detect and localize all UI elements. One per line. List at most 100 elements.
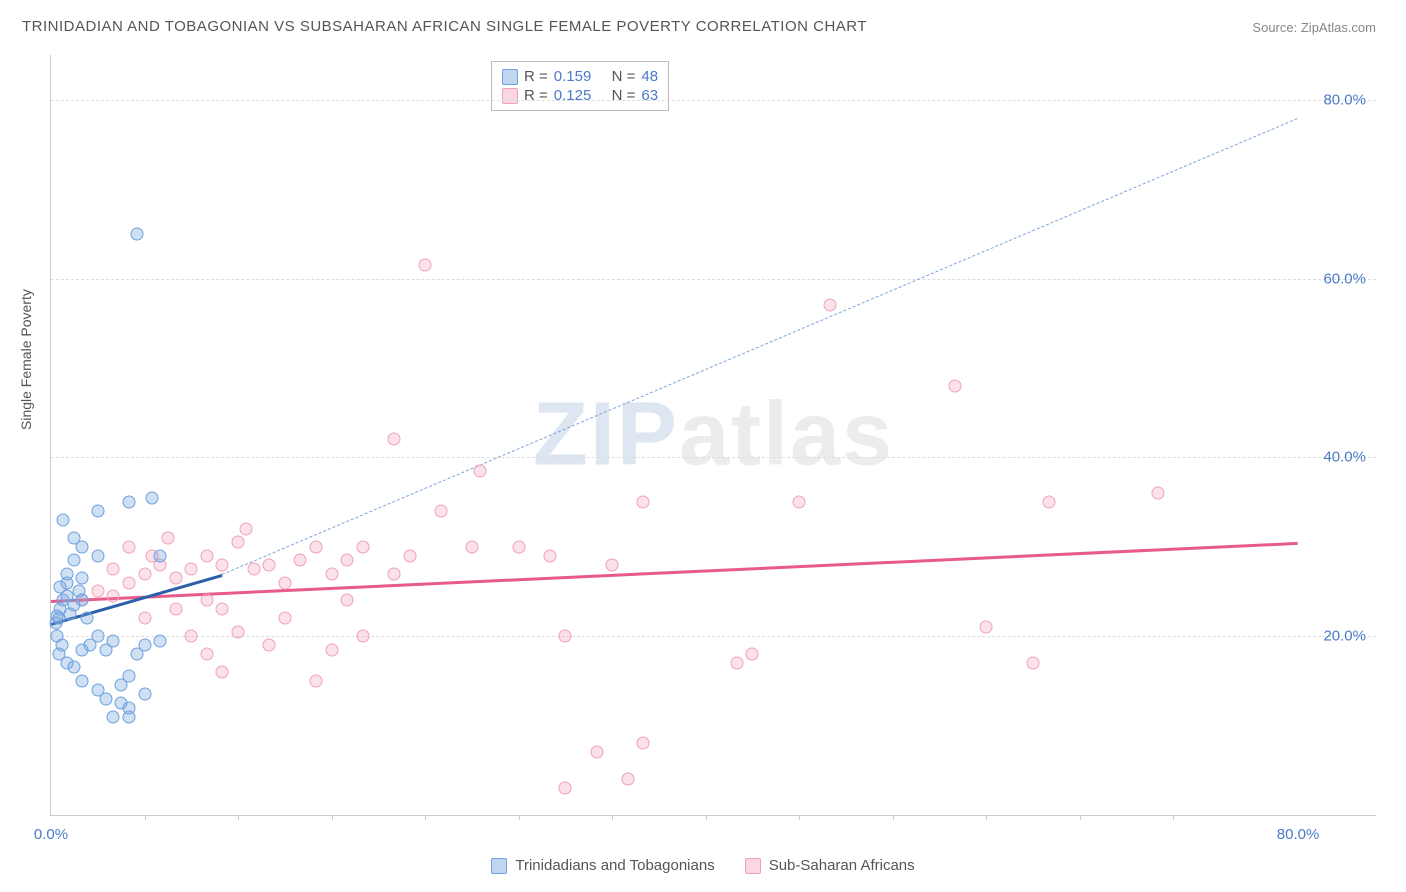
source-name: ZipAtlas.com	[1301, 20, 1376, 35]
data-point-blue	[115, 697, 128, 710]
data-point-pink	[621, 773, 634, 786]
n-value-2: 63	[641, 87, 658, 104]
data-point-pink	[590, 746, 603, 759]
data-point-pink	[263, 558, 276, 571]
data-point-pink	[473, 464, 486, 477]
data-point-pink	[200, 549, 213, 562]
legend-label-1: Trinidadians and Tobagonians	[515, 857, 714, 874]
data-point-pink	[793, 496, 806, 509]
data-point-pink	[169, 572, 182, 585]
data-point-blue	[146, 491, 159, 504]
data-point-pink	[980, 621, 993, 634]
data-point-blue	[54, 581, 67, 594]
x-tick	[425, 815, 426, 820]
data-point-pink	[356, 540, 369, 553]
data-point-pink	[107, 563, 120, 576]
data-point-blue	[76, 674, 89, 687]
data-point-pink	[185, 630, 198, 643]
data-point-pink	[239, 522, 252, 535]
data-point-blue	[91, 630, 104, 643]
data-point-blue	[122, 670, 135, 683]
gridline	[51, 279, 1376, 280]
data-point-blue	[138, 639, 151, 652]
gridline	[51, 457, 1376, 458]
x-tick	[706, 815, 707, 820]
n-label-2: N =	[612, 87, 636, 104]
x-tick	[1080, 815, 1081, 820]
n-value-1: 48	[641, 68, 658, 85]
data-point-pink	[1042, 496, 1055, 509]
r-value-1: 0.159	[554, 68, 592, 85]
data-point-pink	[730, 657, 743, 670]
data-point-blue	[122, 710, 135, 723]
data-point-blue	[51, 609, 64, 622]
data-point-blue	[99, 692, 112, 705]
stats-row-2: R = 0.125 N = 63	[502, 87, 658, 104]
data-point-blue	[130, 227, 143, 240]
data-point-pink	[216, 665, 229, 678]
data-point-blue	[57, 513, 70, 526]
data-point-pink	[263, 639, 276, 652]
data-point-pink	[122, 540, 135, 553]
data-point-pink	[325, 567, 338, 580]
data-point-pink	[310, 674, 323, 687]
plot-area: ZIPatlas R = 0.159 N = 48 R = 0.125 N = …	[50, 55, 1376, 816]
data-point-pink	[637, 496, 650, 509]
data-point-blue	[91, 549, 104, 562]
legend-item-2: Sub-Saharan Africans	[745, 857, 915, 874]
data-point-pink	[637, 737, 650, 750]
data-point-pink	[465, 540, 478, 553]
y-tick-label: 40.0%	[1323, 449, 1366, 466]
data-point-pink	[387, 433, 400, 446]
data-point-pink	[341, 554, 354, 567]
data-point-pink	[419, 259, 432, 272]
data-point-pink	[294, 554, 307, 567]
data-point-blue	[138, 688, 151, 701]
data-point-pink	[310, 540, 323, 553]
data-point-pink	[746, 648, 759, 661]
data-point-blue	[91, 505, 104, 518]
data-point-pink	[232, 536, 245, 549]
data-point-pink	[606, 558, 619, 571]
data-point-pink	[434, 505, 447, 518]
legend-swatch-blue-icon	[491, 858, 507, 874]
x-tick	[332, 815, 333, 820]
data-point-blue	[68, 661, 81, 674]
trend-line	[222, 118, 1298, 575]
source-label: Source: ZipAtlas.com	[1252, 20, 1376, 35]
data-point-pink	[107, 589, 120, 602]
data-point-pink	[543, 549, 556, 562]
x-tick	[145, 815, 146, 820]
data-point-blue	[68, 554, 81, 567]
x-tick	[1173, 815, 1174, 820]
bottom-legend: Trinidadians and Tobagonians Sub-Saharan…	[0, 857, 1406, 874]
data-point-pink	[200, 594, 213, 607]
x-tick	[519, 815, 520, 820]
data-point-pink	[185, 563, 198, 576]
legend-label-2: Sub-Saharan Africans	[769, 857, 915, 874]
data-point-pink	[247, 563, 260, 576]
r-label-1: R =	[524, 68, 548, 85]
data-point-pink	[278, 612, 291, 625]
data-point-pink	[91, 585, 104, 598]
x-tick	[893, 815, 894, 820]
swatch-pink-icon	[502, 88, 518, 104]
data-point-blue	[68, 531, 81, 544]
data-point-pink	[356, 630, 369, 643]
x-tick	[986, 815, 987, 820]
legend-swatch-pink-icon	[745, 858, 761, 874]
trend-line	[51, 542, 1298, 603]
data-point-blue	[107, 634, 120, 647]
data-point-blue	[154, 634, 167, 647]
data-point-blue	[76, 594, 89, 607]
data-point-pink	[403, 549, 416, 562]
data-point-blue	[76, 572, 89, 585]
data-point-blue	[80, 612, 93, 625]
watermark: ZIPatlas	[533, 384, 894, 487]
data-point-pink	[216, 558, 229, 571]
x-tick	[612, 815, 613, 820]
source-prefix: Source:	[1252, 20, 1297, 35]
watermark-zip: ZIP	[533, 385, 679, 485]
data-point-pink	[138, 612, 151, 625]
y-tick-label: 20.0%	[1323, 628, 1366, 645]
